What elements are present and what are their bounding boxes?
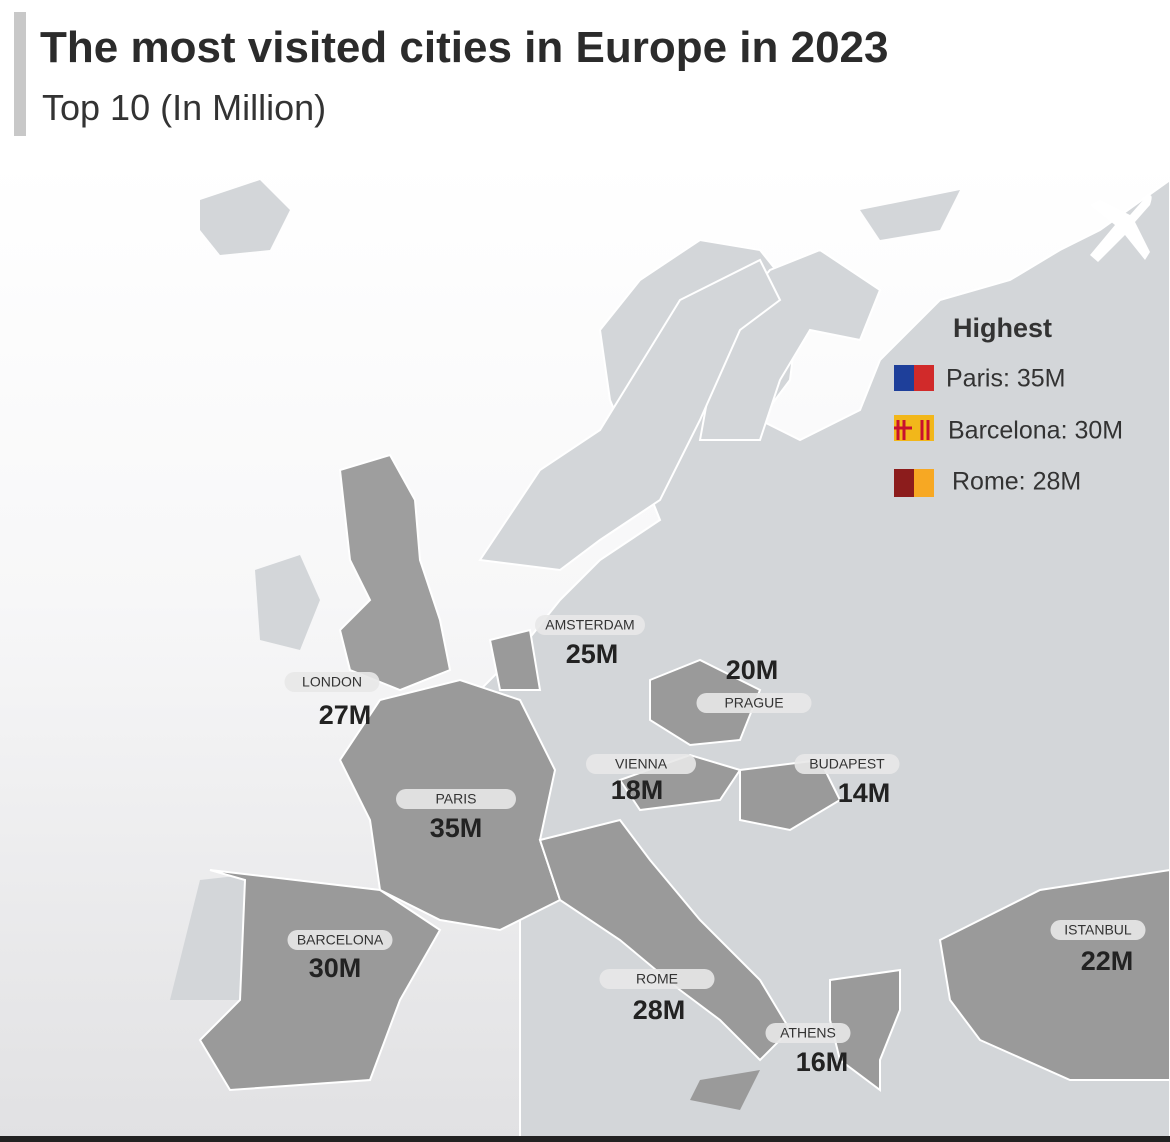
flag-barcelona [894, 420, 930, 440]
title-bar [14, 12, 26, 136]
legend-title: Highest [953, 313, 1052, 343]
city-name: BARCELONA [297, 932, 384, 948]
city-visitors: 30M [309, 953, 362, 983]
city-visitors: 16M [796, 1047, 849, 1077]
city-visitors: 20M [726, 655, 779, 685]
city-visitors: 18M [611, 775, 664, 805]
city-name: ISTANBUL [1064, 922, 1132, 938]
city-pill [287, 930, 393, 950]
city-name: LONDON [302, 674, 362, 690]
bottom-border [0, 1136, 1170, 1142]
city-name: AMSTERDAM [545, 617, 634, 633]
city-name: ATHENS [780, 1025, 836, 1041]
flag-rome [914, 469, 934, 497]
city-visitors: 14M [838, 778, 891, 808]
city-pill [1050, 920, 1146, 940]
city-name: PARIS [436, 791, 477, 807]
arctic-island [860, 190, 960, 240]
iceland [200, 180, 290, 255]
flag-paris [914, 365, 934, 391]
legend: Highest Paris: 35M Barcelona: 30M Rome: … [894, 313, 1123, 497]
city-pill [765, 1023, 851, 1043]
sicily [690, 1070, 760, 1110]
flag-paris [894, 365, 914, 391]
netherlands [488, 628, 542, 691]
legend-entry: Barcelona: 30M [948, 417, 1123, 445]
city-visitors: 27M [319, 700, 372, 730]
italy [538, 818, 792, 1062]
subtitle: Top 10 (In Million) [42, 87, 326, 128]
map [0, 160, 1170, 1139]
city-pill [696, 693, 812, 713]
legend-entry: Rome: 28M [952, 468, 1081, 496]
city-name: VIENNA [615, 756, 668, 772]
city-pill [535, 615, 645, 635]
plane-icon [1090, 195, 1152, 262]
title: The most visited cities in Europe in 202… [40, 23, 888, 72]
city-name: ROME [636, 971, 678, 987]
city-visitors: 35M [430, 813, 483, 843]
city-pill [599, 969, 715, 989]
city-visitors: 25M [566, 639, 619, 669]
portugal [170, 875, 245, 1000]
uk [338, 453, 452, 692]
spain [198, 869, 442, 1092]
flag-rome [894, 469, 914, 497]
ireland [255, 555, 320, 650]
city-pill [396, 789, 516, 809]
city-name: BUDAPEST [809, 756, 885, 772]
city-pill [794, 754, 900, 774]
city-labels: LONDON 27M AMSTERDAM 25M PRAGUE 20M PARIS 35M VI… [284, 615, 1146, 1077]
city-visitors: 22M [1081, 946, 1134, 976]
city-visitors: 28M [633, 995, 686, 1025]
city-pill [284, 672, 380, 692]
city-pill [586, 754, 696, 774]
city-name: PRAGUE [724, 695, 783, 711]
norway [478, 258, 782, 572]
legend-entry: Paris: 35M [946, 365, 1065, 393]
